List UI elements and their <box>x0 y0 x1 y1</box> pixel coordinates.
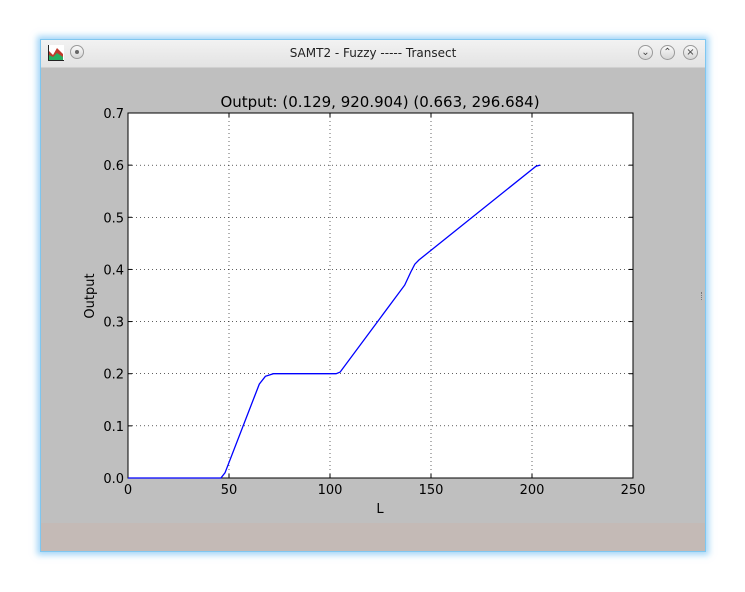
y-tick-label: 0.4 <box>103 263 124 278</box>
x-tick-label: 200 <box>520 483 545 498</box>
x-tick-label: 150 <box>419 483 444 498</box>
minimize-button[interactable]: ⌄ <box>638 45 653 60</box>
close-button[interactable]: × <box>683 45 698 60</box>
status-strip <box>41 523 705 551</box>
chart-title: Output: (0.129, 920.904) (0.663, 296.684… <box>220 93 539 111</box>
resize-grip[interactable] <box>701 292 705 300</box>
window-title: SAMT2 - Fuzzy ----- Transect <box>289 46 457 60</box>
y-tick-label: 0.5 <box>103 211 124 226</box>
y-tick-label: 0.6 <box>103 159 124 174</box>
y-tick-label: 0.2 <box>103 368 124 383</box>
y-tick-label: 0.1 <box>103 420 124 435</box>
y-tick-label: 0.7 <box>103 107 124 122</box>
grid-lines <box>128 113 633 478</box>
y-tick-label: 0.0 <box>103 472 124 487</box>
x-tick-label: 50 <box>221 483 238 498</box>
maximize-button[interactable]: ⌃ <box>660 45 675 60</box>
x-tick-label: 250 <box>621 483 646 498</box>
y-axis-label: Output <box>83 273 98 318</box>
x-tick-label: 100 <box>318 483 343 498</box>
x-axis-label: L <box>376 502 384 517</box>
y-tick-label: 0.3 <box>103 316 124 331</box>
axis-ticks: 0 50 100 150 200 250 0.0 0.1 0.2 0.3 0.4 0.5 0.6 0.7 <box>103 107 645 498</box>
window-menu-icon[interactable] <box>70 45 84 59</box>
series-line-output <box>128 164 541 479</box>
title-bar[interactable]: SAMT2 - Fuzzy ----- Transect ⌄ ⌃ × <box>41 40 705 68</box>
chart-app-icon[interactable] <box>48 45 64 61</box>
x-tick-label: 0 <box>124 483 132 498</box>
plot-area <box>127 112 634 479</box>
